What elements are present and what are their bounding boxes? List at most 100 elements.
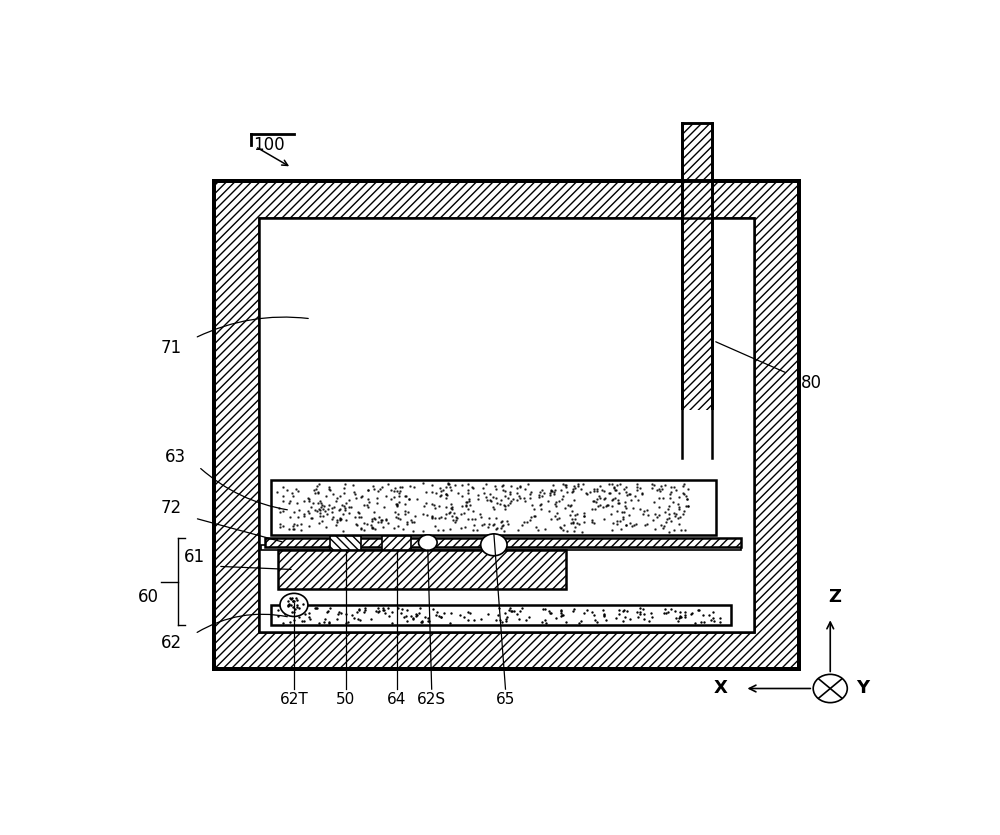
Point: [538, 616, 554, 630]
Point: [282, 615, 298, 629]
Point: [344, 609, 360, 622]
Point: [516, 516, 532, 529]
Point: [672, 610, 688, 623]
Point: [272, 518, 288, 531]
Point: [693, 615, 709, 629]
Point: [640, 508, 656, 521]
Point: [317, 504, 333, 518]
Point: [629, 483, 645, 496]
Point: [437, 511, 453, 524]
Point: [286, 505, 302, 519]
Point: [350, 613, 366, 626]
Point: [364, 513, 380, 526]
Point: [305, 496, 321, 509]
Point: [424, 478, 440, 491]
Point: [662, 491, 678, 504]
Point: [285, 523, 301, 536]
Point: [440, 477, 456, 490]
Point: [281, 496, 297, 509]
Point: [612, 477, 628, 490]
Point: [488, 511, 504, 524]
Point: [453, 508, 469, 521]
Point: [405, 611, 421, 625]
Point: [618, 485, 634, 498]
Bar: [278, 550, 566, 589]
Point: [270, 610, 286, 623]
Text: 71: 71: [161, 339, 182, 357]
Point: [341, 500, 357, 514]
Point: [611, 497, 627, 510]
Point: [406, 515, 422, 529]
Point: [364, 514, 380, 527]
Point: [304, 512, 320, 525]
Point: [458, 495, 474, 509]
Point: [313, 496, 329, 509]
Point: [567, 520, 583, 534]
Point: [417, 610, 433, 624]
Point: [478, 477, 494, 490]
Point: [464, 513, 480, 526]
Point: [606, 481, 622, 494]
Point: [594, 483, 610, 497]
Point: [510, 524, 526, 537]
Point: [570, 479, 586, 493]
Point: [378, 490, 394, 504]
Point: [596, 609, 612, 622]
Point: [315, 502, 331, 515]
Point: [454, 489, 470, 503]
Point: [586, 485, 602, 498]
Point: [347, 510, 363, 524]
Point: [668, 507, 684, 520]
Point: [380, 478, 396, 491]
Point: [555, 608, 571, 621]
Point: [666, 480, 682, 493]
Point: [610, 496, 626, 509]
Point: [456, 610, 472, 624]
Point: [424, 509, 440, 523]
Point: [369, 496, 385, 509]
Point: [413, 615, 429, 629]
Point: [343, 500, 359, 514]
Point: [340, 615, 356, 629]
Point: [364, 520, 380, 534]
Point: [509, 493, 525, 507]
Point: [579, 603, 595, 616]
Point: [536, 486, 552, 499]
Point: [442, 522, 458, 535]
Point: [512, 605, 528, 618]
Point: [317, 612, 333, 625]
Point: [346, 611, 362, 625]
Point: [370, 601, 386, 615]
Point: [447, 515, 463, 529]
Point: [587, 614, 603, 627]
Point: [615, 513, 631, 526]
Point: [677, 610, 693, 624]
Point: [636, 504, 652, 518]
Point: [321, 498, 337, 512]
Point: [489, 496, 505, 509]
Point: [488, 523, 504, 536]
Point: [531, 488, 547, 501]
Point: [621, 509, 637, 522]
Point: [438, 491, 454, 504]
Point: [576, 509, 592, 523]
Point: [476, 486, 492, 499]
Point: [397, 498, 413, 511]
Point: [617, 610, 633, 624]
Point: [418, 496, 434, 509]
Point: [606, 480, 622, 493]
Point: [494, 615, 510, 629]
Point: [279, 606, 295, 620]
Point: [626, 518, 642, 531]
Point: [275, 519, 291, 533]
Point: [348, 518, 364, 531]
Point: [564, 504, 580, 518]
Point: [676, 504, 692, 518]
Point: [497, 503, 513, 516]
Point: [460, 487, 476, 500]
Point: [559, 485, 575, 498]
Point: [576, 506, 592, 519]
Point: [356, 523, 372, 536]
Text: 64: 64: [387, 692, 406, 707]
Point: [666, 507, 682, 520]
